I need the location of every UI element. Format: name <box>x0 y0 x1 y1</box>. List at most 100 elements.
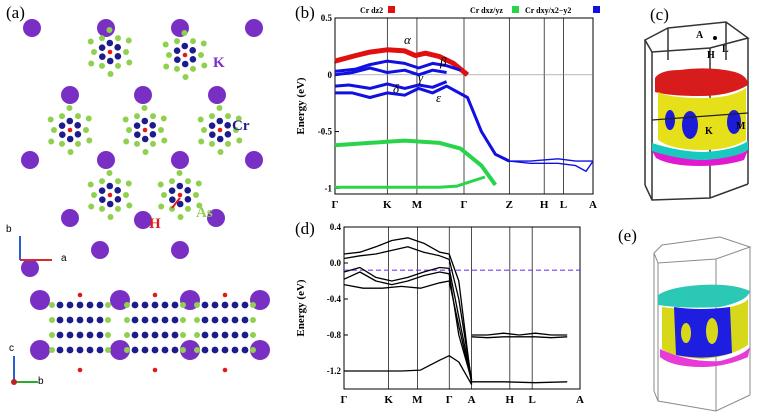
fermi-sheet-cyan <box>652 141 748 160</box>
legend-label: Cr dxy/x2−y2 <box>525 6 571 15</box>
cr-atom <box>141 135 149 143</box>
h-atom <box>152 367 158 373</box>
y-tick-label: -0.5 <box>318 127 333 137</box>
cr-atom <box>181 42 189 50</box>
band-label: α <box>404 32 412 47</box>
as-atom <box>209 113 215 120</box>
cr-atom <box>131 331 139 339</box>
as-atom <box>161 137 168 144</box>
crystal-structure <box>11 19 270 385</box>
as-atom <box>125 37 132 44</box>
fermi-pocket-blue-1 <box>682 111 698 139</box>
as-atom <box>134 113 140 120</box>
bz-label-H: H <box>707 50 715 61</box>
as-atom <box>87 181 94 188</box>
band-label: ε <box>436 90 442 105</box>
as-atom <box>236 137 243 144</box>
cr-atom <box>151 301 159 309</box>
cr-atom <box>201 316 209 324</box>
as-atom <box>107 70 114 77</box>
cr-atom <box>99 196 106 203</box>
as-atom <box>250 332 256 338</box>
k-atom <box>208 86 226 104</box>
cr-atom <box>86 331 94 339</box>
cr-atom <box>211 331 219 339</box>
panel-e: (e) <box>610 215 761 415</box>
axis-c-label: c <box>9 343 14 354</box>
cr-atom <box>221 301 229 309</box>
k-atom <box>134 211 152 229</box>
panel-b: (b) Γ K M Γ Z H L A 0.5 0 -0.5 -1 Energy (eV) Cr dz2 C… <box>290 0 610 215</box>
band-b2 <box>343 246 473 381</box>
x-tick-label: Γ <box>341 394 348 406</box>
h-atom <box>107 192 113 198</box>
cr-atom <box>181 60 189 68</box>
x-tick-label: H <box>506 394 515 406</box>
cr-atom <box>241 346 249 354</box>
as-atom <box>125 180 132 187</box>
x-tick-label: A <box>589 199 597 211</box>
cr-atom <box>149 122 156 129</box>
as-atom <box>91 192 97 198</box>
k-atom <box>21 151 39 169</box>
axis-a-label: a <box>61 253 67 264</box>
plot-frame <box>343 226 581 390</box>
as-atom <box>99 35 105 42</box>
cr-atom <box>131 316 139 324</box>
cr-atom <box>134 131 141 138</box>
cr-atom <box>74 131 82 138</box>
x-tick-label: L <box>560 199 567 211</box>
as-atom <box>126 59 133 66</box>
cr-atom <box>231 346 239 354</box>
as-atom <box>105 317 111 323</box>
cr-atom <box>201 331 209 339</box>
cr-atom <box>56 331 64 339</box>
cr-atom <box>96 301 104 309</box>
x-tick-label: K <box>384 394 393 406</box>
as-atom <box>115 62 121 69</box>
fermi-sheet-red <box>655 68 748 96</box>
as-atom <box>250 347 256 353</box>
cr-atom <box>174 56 181 63</box>
panel-b-label: (b) <box>295 3 315 22</box>
k-atom <box>171 241 189 259</box>
y-tick-label: -0.4 <box>327 294 342 304</box>
as-atom <box>107 213 114 220</box>
cr-atom <box>86 316 94 324</box>
cr-atom <box>241 301 249 309</box>
band-z-a-blue <box>509 158 593 162</box>
as-atom <box>126 127 132 133</box>
k-atom <box>61 86 79 104</box>
as-atom <box>123 49 129 55</box>
cr-atom <box>114 196 122 203</box>
as-atom <box>48 138 55 145</box>
as-atom <box>123 138 130 145</box>
cr-atom <box>161 346 169 354</box>
as-atom <box>124 302 130 308</box>
cr-atom <box>184 187 191 194</box>
y-tick-label: 0 <box>328 70 333 80</box>
cr-atom <box>76 301 84 309</box>
as-atom <box>85 115 92 122</box>
k-atom <box>180 340 200 360</box>
cr-atom <box>221 331 229 339</box>
band-ha1 <box>471 332 568 336</box>
axis-origin <box>11 379 17 385</box>
band-z-a-blue-lower <box>509 160 594 172</box>
band-b1 <box>343 237 473 385</box>
fermi-pocket-yellow-e1 <box>706 318 718 344</box>
as-atom <box>67 148 74 155</box>
as-atom <box>174 38 180 45</box>
as-atom <box>105 332 111 338</box>
legend-label: Cr dxz/yz <box>470 6 503 15</box>
as-atom <box>47 116 54 123</box>
cr-atom <box>241 331 249 339</box>
as-atom <box>99 205 105 212</box>
cr-atom <box>59 131 66 138</box>
cr-atom <box>161 301 169 309</box>
as-atom <box>124 317 130 323</box>
cr-atom <box>133 122 141 129</box>
cr-atom <box>211 316 219 324</box>
as-atom <box>51 127 57 133</box>
as-atom <box>198 138 205 145</box>
